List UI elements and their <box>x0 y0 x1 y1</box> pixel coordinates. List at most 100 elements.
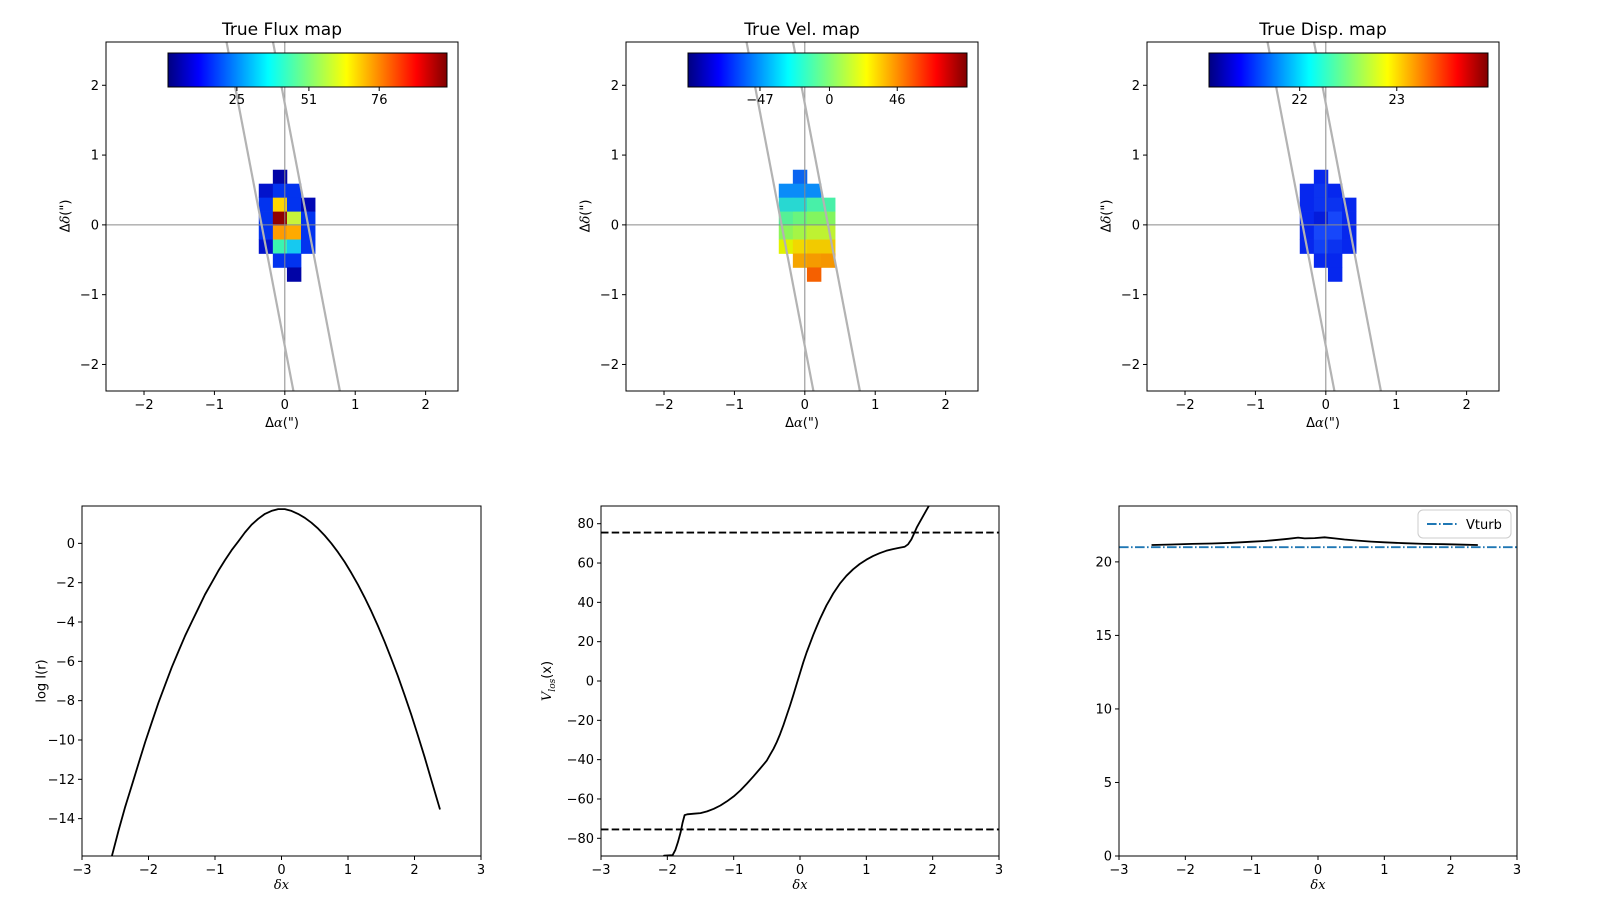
x-tick-label: 2 <box>410 863 418 878</box>
heatmap-cell <box>792 239 808 254</box>
axes-frame <box>625 41 979 392</box>
delta-symbol: Δ <box>265 416 274 431</box>
heatmap-cell <box>1313 169 1329 185</box>
colorbar-tick-label: −47 <box>746 93 773 108</box>
flux-xlabel: Δα(") <box>106 416 458 432</box>
heatmap-cell <box>272 183 288 199</box>
x-tick-label: 1 <box>1380 863 1388 878</box>
heatmap-cell <box>272 239 288 254</box>
vlos-ylabel: Vlos(x) <box>540 661 558 701</box>
x-tick-label: −2 <box>1175 398 1194 413</box>
slit-line <box>1312 42 1382 391</box>
y-tick-label: −2 <box>1121 358 1140 373</box>
y-tick-label: −80 <box>567 832 594 847</box>
x-tick-label: −2 <box>1176 863 1195 878</box>
heatmap-cell <box>1313 225 1329 240</box>
y-tick-label: 2 <box>611 79 619 94</box>
colorbar <box>1208 52 1489 88</box>
panel-vlos: −3 −2 −1 0 1 2 3 80 60 40 20 0 −20 −40 −60 −80 <box>567 505 1003 878</box>
heatmap-cell <box>1313 197 1329 212</box>
y-tick-label: −2 <box>600 358 619 373</box>
heatmap-cell <box>272 169 288 185</box>
y-tick-label: 1 <box>611 149 619 164</box>
arcsec-unit: (") <box>282 416 299 431</box>
heatmap-cell <box>272 225 288 240</box>
x-tick-label: −2 <box>658 863 677 878</box>
y-tick-label: 20 <box>577 635 594 650</box>
colorbar <box>687 52 968 88</box>
y-tick-label: 0 <box>67 537 75 552</box>
delta-symbol: Δ <box>58 223 74 233</box>
heatmap-cell <box>778 225 794 240</box>
heatmap-cell <box>272 253 288 268</box>
x-tick-label: 1 <box>351 398 359 413</box>
y-tick-label: 15 <box>1095 629 1112 644</box>
x-tick-label: 0 <box>1322 398 1330 413</box>
vturb-xlabel: δx <box>1119 878 1517 894</box>
heatmap-cell <box>778 211 794 226</box>
v-symbol: V <box>540 691 556 702</box>
y-tick-label: 10 <box>1095 702 1112 717</box>
x-tick-label: 2 <box>1447 863 1455 878</box>
y-tick-label: 2 <box>91 79 99 94</box>
heatmap-cell <box>1313 211 1329 226</box>
heatmap-cell <box>806 211 822 226</box>
x-tick-label: −1 <box>1242 863 1261 878</box>
flux-ylabel: Δδ(") <box>59 200 74 233</box>
axes-frame <box>1146 41 1500 392</box>
flux-map-title: True Flux map <box>221 20 343 40</box>
y-tick-label: 0 <box>1104 850 1112 865</box>
x-tick-label: 1 <box>862 863 870 878</box>
legend-label: Vturb <box>1466 518 1502 533</box>
y-tick-label: 1 <box>1132 149 1140 164</box>
colorbar-tick-label: 22 <box>1291 93 1308 108</box>
delta-symbol: Δ <box>1099 223 1115 233</box>
slit-line <box>1266 42 1336 391</box>
los-subscript: los <box>547 678 558 692</box>
disp-xlabel: Δα(") <box>1147 416 1499 432</box>
delta-symbol: Δ <box>578 223 594 233</box>
of-x: (x) <box>540 660 556 679</box>
heatmap-cell <box>1299 211 1315 226</box>
x-tick-label: −3 <box>1109 863 1128 878</box>
x-tick-label: 1 <box>344 863 352 878</box>
heatmap-cell <box>1299 225 1315 240</box>
heatmap-cell <box>1299 197 1315 212</box>
slit-line <box>745 42 815 391</box>
panel-logI: −3 −2 −1 0 1 2 30−2−4−6−8−10−12−14 <box>48 505 485 878</box>
y-tick-label: −14 <box>48 812 75 827</box>
vel-map-title: True Vel. map <box>744 20 860 40</box>
y-tick-label: 0 <box>91 218 99 233</box>
heatmap-cell <box>286 253 302 268</box>
delta-x-label: δx <box>273 878 290 893</box>
legend-box <box>1417 509 1512 539</box>
slit-line <box>791 42 861 391</box>
heatmap-cell <box>1327 239 1343 254</box>
y-tick-label: 60 <box>577 557 594 572</box>
heatmap-cell <box>806 183 822 199</box>
legend: Vturb <box>1417 509 1512 539</box>
x-tick-label: 2 <box>1462 398 1470 413</box>
arcsec-unit: (") <box>58 199 74 216</box>
x-tick-label: 1 <box>871 398 879 413</box>
heatmap-cell <box>806 267 822 282</box>
heatmap-cell <box>286 239 302 254</box>
y-tick-label: −2 <box>80 358 99 373</box>
heatmap-cell <box>286 197 302 212</box>
x-tick-label: 0 <box>277 863 285 878</box>
heatmap-cell <box>792 169 808 185</box>
y-tick-label: −1 <box>80 288 99 303</box>
heatmap-cell <box>258 197 274 212</box>
colorbar-tick-label: 46 <box>889 93 906 108</box>
heatmap-cell <box>821 253 836 268</box>
heatmap-cell <box>778 197 794 212</box>
heatmap-cell <box>258 211 274 226</box>
y-tick-label: −1 <box>600 288 619 303</box>
x-tick-label: 0 <box>281 398 289 413</box>
delta-x-label: δx <box>792 878 808 893</box>
panel-vturb: −3 −2 −1 0 1 2 3 0 5 10 15 20 Vturb <box>1095 505 1521 878</box>
small-delta-symbol: δ <box>578 215 594 224</box>
delta-symbol: Δ <box>785 416 794 431</box>
